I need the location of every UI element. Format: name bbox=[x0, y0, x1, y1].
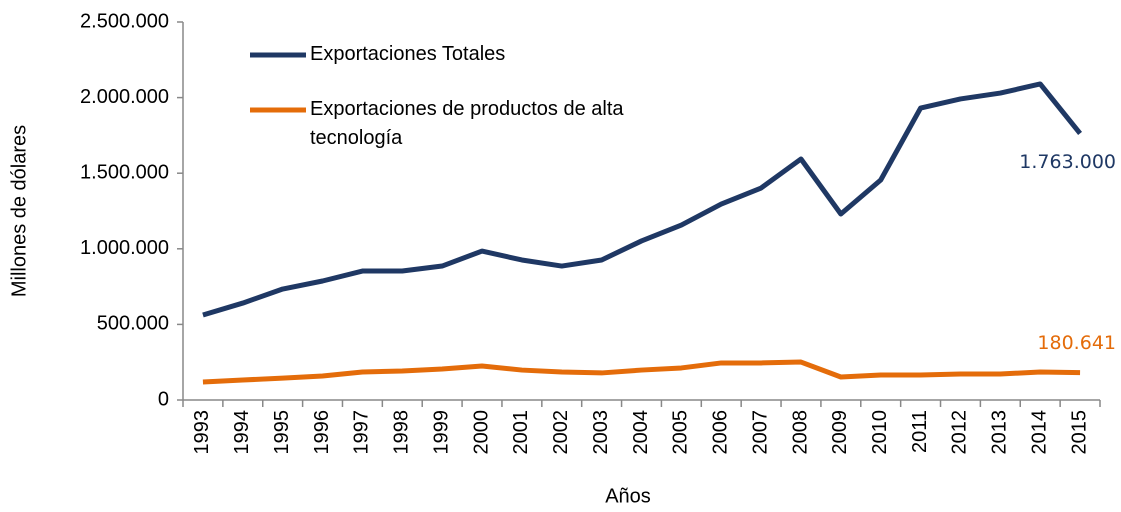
y-tick-label: 2.500.000 bbox=[80, 10, 169, 32]
x-tick-label: 2015 bbox=[1068, 410, 1090, 455]
x-tick-label: 2012 bbox=[949, 410, 971, 455]
x-tick-label: 2008 bbox=[789, 410, 811, 455]
series-line bbox=[202, 359, 1081, 385]
x-tick-label: 1997 bbox=[351, 410, 373, 455]
y-tick-label: 1.500.000 bbox=[80, 161, 169, 183]
x-tick-label: 2006 bbox=[710, 410, 732, 455]
x-tick-label: 1999 bbox=[430, 410, 452, 455]
x-tick-label: 2010 bbox=[869, 410, 891, 455]
y-tick-label: 500.000 bbox=[97, 313, 169, 335]
x-tick-label: 2009 bbox=[829, 410, 851, 455]
x-tick-label: 2011 bbox=[909, 410, 931, 453]
legend-label: Exportaciones de productos de alta tecno… bbox=[310, 98, 624, 149]
y-axis-title: Millones de dólares bbox=[8, 125, 30, 297]
x-tick-label: 2000 bbox=[470, 410, 492, 455]
legend-label: Exportaciones Totales bbox=[310, 43, 506, 65]
series-line bbox=[202, 81, 1083, 318]
y-tick-label: 2.000.000 bbox=[80, 86, 169, 108]
x-tick-label: 2003 bbox=[590, 410, 612, 455]
x-tick-label: 1995 bbox=[271, 410, 293, 455]
x-tick-label: 1993 bbox=[191, 410, 213, 455]
y-tick-label: 0 bbox=[158, 388, 169, 410]
x-tick-label: 2013 bbox=[989, 410, 1011, 455]
x-tick-label: 2014 bbox=[1028, 410, 1050, 455]
x-tick-label: 2007 bbox=[749, 410, 771, 455]
x-tick-label: 2002 bbox=[550, 410, 572, 455]
x-axis-title: Años bbox=[605, 485, 651, 507]
x-tick-label: 1996 bbox=[311, 410, 333, 455]
x-tick-label: 2001 bbox=[510, 410, 532, 455]
x-tick-label: 1994 bbox=[231, 410, 253, 455]
data-label: 180.641 bbox=[1037, 332, 1116, 354]
x-tick-label: 2005 bbox=[670, 410, 692, 455]
x-tick-label: 1998 bbox=[391, 410, 413, 455]
data-label: 1.763.000 bbox=[1019, 151, 1116, 173]
x-tick-label: 2004 bbox=[630, 410, 652, 455]
y-tick-label: 1.000.000 bbox=[80, 237, 169, 259]
